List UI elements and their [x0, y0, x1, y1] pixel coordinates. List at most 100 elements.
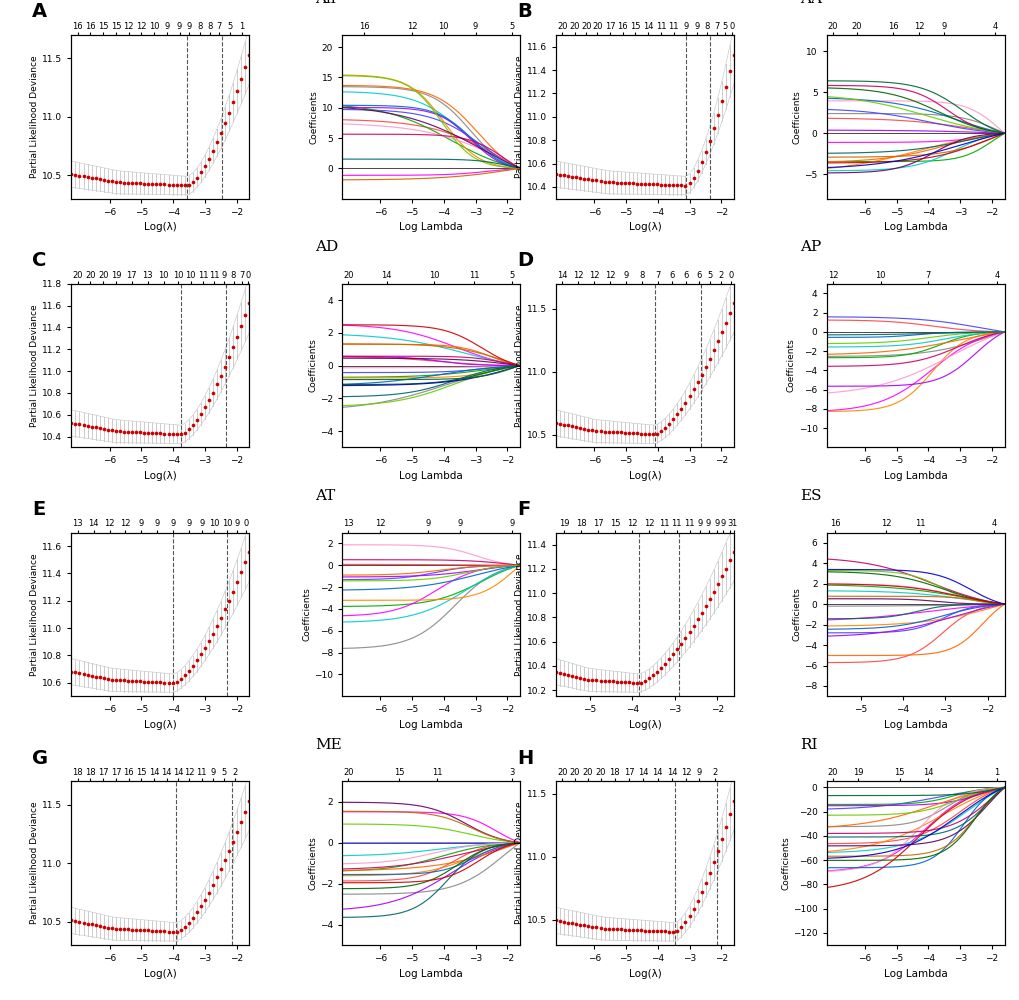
Point	[632, 922, 648, 938]
Point	[547, 664, 564, 680]
Point	[632, 176, 648, 192]
Point	[616, 175, 633, 191]
Point	[136, 922, 152, 938]
Point	[628, 922, 644, 938]
Point	[168, 674, 184, 690]
Point	[648, 923, 664, 939]
Text: H: H	[517, 749, 533, 768]
Point	[209, 376, 225, 392]
Point	[717, 819, 734, 835]
Y-axis label: Partial Likelihood Deviance: Partial Likelihood Deviance	[515, 56, 524, 178]
Point	[717, 79, 734, 95]
X-axis label: Log Lambda: Log Lambda	[882, 471, 947, 481]
Point	[213, 610, 229, 626]
Point	[600, 174, 616, 190]
Point	[96, 919, 112, 935]
Point	[592, 920, 608, 936]
Point	[96, 670, 112, 686]
Y-axis label: Coefficients: Coefficients	[308, 836, 317, 890]
Point	[697, 144, 713, 160]
Point	[205, 385, 221, 401]
Point	[116, 921, 132, 937]
Text: C: C	[33, 251, 47, 270]
X-axis label: Log(λ): Log(λ)	[144, 720, 176, 730]
Point	[160, 426, 176, 442]
Point	[717, 315, 734, 331]
Point	[621, 922, 637, 938]
Point	[656, 923, 673, 939]
Point	[572, 670, 588, 686]
Point	[547, 415, 564, 431]
Point	[71, 914, 88, 930]
Point	[677, 914, 693, 930]
X-axis label: Log Lambda: Log Lambda	[882, 969, 947, 979]
Point	[592, 673, 608, 689]
Text: E: E	[33, 500, 46, 519]
Point	[127, 175, 144, 191]
Point	[168, 177, 184, 193]
Point	[568, 419, 584, 435]
Text: RI: RI	[799, 738, 816, 752]
Point	[580, 918, 596, 934]
Point	[88, 669, 104, 685]
Text: G: G	[33, 749, 48, 768]
X-axis label: Log(λ): Log(λ)	[144, 222, 176, 232]
Point	[551, 665, 568, 681]
Text: AP: AP	[799, 240, 820, 254]
Point	[237, 804, 254, 820]
X-axis label: Log Lambda: Log Lambda	[398, 471, 463, 481]
Point	[640, 176, 656, 192]
Point	[176, 667, 193, 683]
Point	[644, 923, 660, 939]
Point	[229, 329, 246, 345]
Point	[221, 593, 237, 609]
Point	[71, 665, 88, 681]
Point	[604, 921, 621, 937]
Point	[67, 416, 84, 432]
Point	[242, 47, 258, 63]
Point	[612, 424, 629, 440]
Point	[104, 672, 120, 688]
Point	[604, 673, 621, 689]
Point	[648, 664, 664, 680]
Point	[201, 885, 217, 901]
Point	[673, 177, 689, 193]
Point	[172, 671, 189, 687]
Y-axis label: Coefficients: Coefficients	[792, 588, 801, 641]
Point	[621, 425, 637, 441]
Point	[79, 667, 96, 683]
Point	[726, 295, 742, 311]
X-axis label: Log(λ): Log(λ)	[144, 969, 176, 979]
Point	[136, 176, 152, 192]
Point	[112, 174, 128, 190]
X-axis label: Log Lambda: Log Lambda	[882, 720, 947, 730]
Point	[648, 176, 664, 192]
Point	[63, 166, 79, 182]
Point	[205, 143, 221, 159]
Point	[112, 672, 128, 688]
Point	[705, 342, 721, 358]
Point	[79, 169, 96, 185]
Point	[600, 673, 616, 689]
Point	[592, 173, 608, 189]
Point	[656, 420, 673, 436]
Point	[84, 668, 100, 684]
Point	[63, 415, 79, 431]
Y-axis label: Partial Likelihood Deviance: Partial Likelihood Deviance	[31, 802, 40, 924]
Point	[648, 426, 664, 442]
Point	[189, 170, 205, 186]
Point	[701, 351, 717, 367]
Point	[92, 918, 108, 934]
Point	[197, 640, 213, 656]
Point	[176, 425, 193, 441]
Point	[681, 388, 697, 404]
Point	[180, 915, 197, 931]
Point	[677, 178, 693, 194]
X-axis label: Log Lambda: Log Lambda	[398, 720, 463, 730]
Point	[225, 584, 242, 600]
Y-axis label: Partial Likelihood Deviance: Partial Likelihood Deviance	[515, 304, 524, 427]
Point	[104, 173, 120, 189]
Point	[685, 170, 701, 186]
Point	[176, 919, 193, 935]
Point	[644, 667, 660, 683]
